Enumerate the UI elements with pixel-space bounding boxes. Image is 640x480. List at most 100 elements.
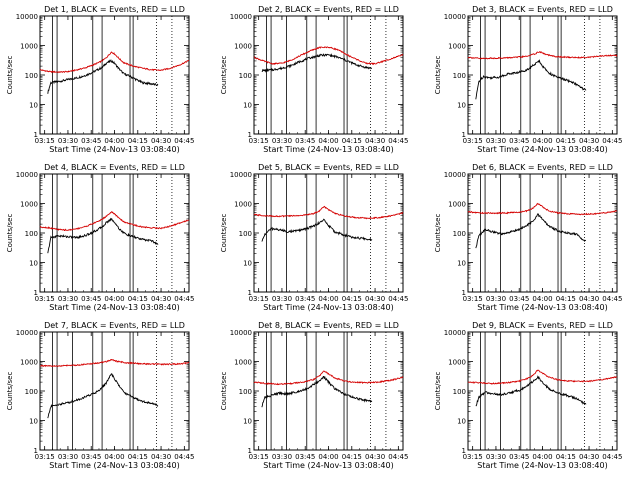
y-tick-label: 10 (243, 102, 252, 110)
y-tick-label: 10 (457, 418, 466, 426)
detector-panel: Det 6, BLACK = Events, RED = LLD 1 10 100 10… (434, 163, 622, 312)
x-tick-label: 04:30 (579, 453, 599, 461)
y-tick-label: 10000 (230, 329, 252, 337)
x-axis-label: Start Time (24-Nov-13 03:08:40) (477, 145, 607, 154)
x-tick-label: 04:15 (556, 295, 576, 303)
x-axis-label: Start Time (24-Nov-13 03:08:40) (263, 303, 393, 312)
x-tick-label: 04:30 (365, 137, 385, 145)
y-axis-label: Counts/sec (6, 214, 14, 253)
y-tick-label: 1 (34, 289, 38, 297)
x-tick-label: 03:15 (463, 453, 483, 461)
x-tick-label: 03:45 (295, 453, 315, 461)
panel-title: Det 2, BLACK = Events, RED = LLD (258, 5, 399, 14)
x-tick-label: 04:15 (342, 453, 362, 461)
x-tick-label: 03:45 (509, 137, 529, 145)
y-tick-label: 10000 (16, 329, 38, 337)
y-tick-label: 100 (453, 72, 466, 80)
x-axis-label: Start Time (24-Nov-13 03:08:40) (49, 461, 179, 470)
y-tick-label: 10 (29, 418, 38, 426)
x-tick-label: 03:15 (35, 295, 55, 303)
events-series-line (261, 375, 373, 408)
plot-frame (39, 15, 190, 135)
y-tick-label: 1000 (20, 43, 38, 51)
x-tick-label: 03:45 (81, 453, 101, 461)
x-axis-label: Start Time (24-Nov-13 03:08:40) (263, 461, 393, 470)
x-tick-label: 03:15 (463, 295, 483, 303)
y-tick-label: 1000 (448, 359, 466, 367)
events-series-line (261, 53, 372, 73)
events-series-line (47, 59, 159, 94)
plot-frame (253, 15, 404, 135)
plot-frame (253, 173, 404, 293)
events-series-line (47, 217, 159, 254)
y-tick-label: 100 (239, 72, 252, 80)
lld-series-line (467, 202, 618, 216)
plot-frame (39, 173, 190, 293)
detector-panel: Det 3, BLACK = Events, RED = LLD 1 10 100 10… (434, 5, 622, 154)
y-tick-label: 1000 (234, 201, 252, 209)
panel-title: Det 4, BLACK = Events, RED = LLD (44, 163, 185, 172)
x-tick-label: 03:15 (249, 295, 269, 303)
y-axis-label: Counts/sec (220, 56, 228, 95)
plot-frame (39, 331, 190, 451)
x-tick-label: 04:15 (556, 137, 576, 145)
y-tick-label: 10 (29, 260, 38, 268)
panel-title: Det 8, BLACK = Events, RED = LLD (258, 321, 399, 330)
y-tick-label: 100 (25, 388, 38, 396)
x-tick-label: 03:15 (463, 137, 483, 145)
x-axis-label: Start Time (24-Nov-13 03:08:40) (477, 461, 607, 470)
x-tick-label: 03:45 (509, 295, 529, 303)
x-tick-label: 04:45 (174, 137, 194, 145)
y-axis-label: Counts/sec (220, 372, 228, 411)
panel-title: Det 7, BLACK = Events, RED = LLD (44, 321, 185, 330)
x-tick-label: 04:15 (128, 453, 148, 461)
lld-series-line (39, 359, 190, 368)
x-tick-label: 03:30 (486, 137, 506, 145)
x-tick-label: 04:15 (342, 137, 362, 145)
events-series-line (47, 373, 159, 419)
y-tick-label: 10 (243, 260, 252, 268)
y-tick-label: 1000 (234, 359, 252, 367)
x-tick-label: 04:15 (128, 295, 148, 303)
detector-panel: Det 7, BLACK = Events, RED = LLD 1 10 100 10… (6, 321, 194, 470)
x-tick-label: 04:30 (151, 295, 171, 303)
x-tick-label: 03:30 (272, 137, 292, 145)
x-tick-label: 04:30 (579, 137, 599, 145)
x-tick-label: 04:30 (579, 295, 599, 303)
x-tick-label: 04:15 (556, 453, 576, 461)
x-axis-label: Start Time (24-Nov-13 03:08:40) (49, 303, 179, 312)
detector-panel: Det 5, BLACK = Events, RED = LLD 1 10 100 10… (220, 163, 408, 312)
y-tick-label: 10000 (230, 13, 252, 21)
x-tick-label: 04:15 (342, 295, 362, 303)
y-tick-label: 100 (453, 388, 466, 396)
y-axis-label: Counts/sec (434, 56, 442, 95)
events-series-line (475, 375, 587, 407)
detector-panel: Det 9, BLACK = Events, RED = LLD 1 10 100 10… (434, 321, 622, 470)
x-tick-label: 04:45 (174, 295, 194, 303)
x-tick-label: 03:45 (81, 137, 101, 145)
y-tick-label: 10 (29, 102, 38, 110)
events-series-line (261, 218, 373, 242)
x-tick-label: 04:45 (174, 453, 194, 461)
detector-panel: Det 1, BLACK = Events, RED = LLD 1 10 100 10… (6, 5, 194, 154)
x-tick-label: 04:45 (602, 295, 622, 303)
x-tick-label: 03:30 (58, 295, 78, 303)
y-tick-label: 1 (462, 131, 466, 139)
y-tick-label: 100 (25, 230, 38, 238)
x-tick-label: 03:30 (58, 453, 78, 461)
lld-series-line (467, 50, 618, 60)
x-tick-label: 03:45 (295, 295, 315, 303)
x-tick-label: 03:30 (58, 137, 78, 145)
detector-panel: Det 4, BLACK = Events, RED = LLD 1 10 100 10… (6, 163, 194, 312)
y-tick-label: 1000 (448, 201, 466, 209)
y-tick-label: 1000 (234, 43, 252, 51)
x-tick-label: 03:15 (35, 453, 55, 461)
x-tick-label: 03:15 (35, 137, 55, 145)
y-tick-label: 1 (462, 289, 466, 297)
y-tick-label: 100 (453, 230, 466, 238)
lld-series-line (467, 369, 618, 385)
x-tick-label: 04:00 (104, 295, 124, 303)
x-tick-label: 04:15 (128, 137, 148, 145)
y-axis-label: Counts/sec (6, 372, 14, 411)
x-axis-label: Start Time (24-Nov-13 03:08:40) (263, 145, 393, 154)
